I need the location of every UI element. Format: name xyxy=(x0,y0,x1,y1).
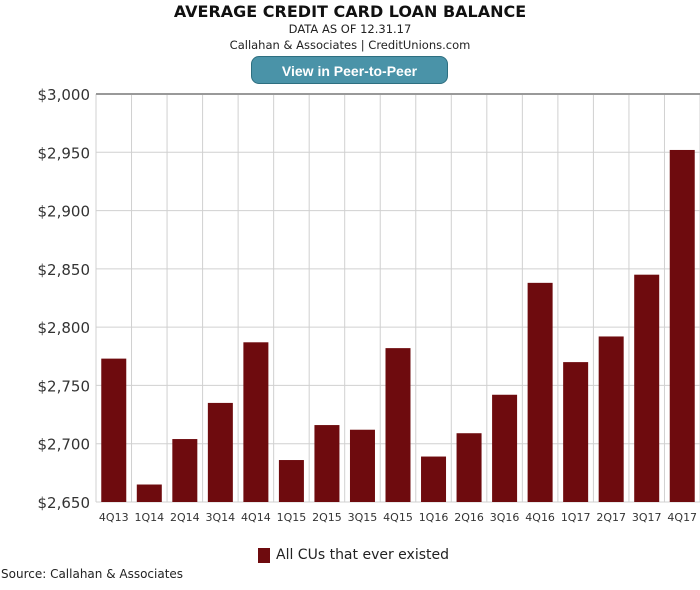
data-date: DATA AS OF 12.31.17 xyxy=(288,22,412,36)
x-tick-label: 4Q14 xyxy=(241,511,271,524)
y-tick-label: $2,950 xyxy=(38,144,91,162)
bar-2Q14 xyxy=(172,439,198,502)
bar-3Q16 xyxy=(492,394,518,502)
x-tick-label: 4Q16 xyxy=(525,511,555,524)
legend-label: All CUs that ever existed xyxy=(276,547,449,563)
bar-1Q16 xyxy=(421,456,447,502)
y-tick-label: $2,750 xyxy=(38,377,91,395)
credit-line: Callahan & Associates | CreditUnions.com xyxy=(229,38,471,52)
bar-4Q13 xyxy=(101,358,127,502)
bar-3Q15 xyxy=(349,429,375,502)
chart-title: AVERAGE CREDIT CARD LOAN BALANCE xyxy=(173,2,527,21)
view-peer-to-peer-button[interactable]: View in Peer-to-Peer xyxy=(251,56,448,84)
bar-4Q16 xyxy=(527,282,553,502)
x-tick-label: 1Q16 xyxy=(419,511,449,524)
y-tick-label: $2,700 xyxy=(38,436,91,454)
y-tick-label: $2,850 xyxy=(38,261,91,279)
y-tick-label: $2,900 xyxy=(38,203,91,221)
x-tick-label: 2Q15 xyxy=(312,511,342,524)
x-tick-label: 1Q15 xyxy=(277,511,307,524)
bar-3Q14 xyxy=(207,402,233,502)
x-tick-label: 1Q17 xyxy=(561,511,591,524)
legend: All CUs that ever existed xyxy=(258,547,449,563)
x-tick-label: 2Q16 xyxy=(454,511,484,524)
source-note: Source: Callahan & Associates xyxy=(1,567,184,581)
y-tick-label: $3,000 xyxy=(38,86,91,104)
bar-1Q17 xyxy=(563,362,589,502)
bar-3Q17 xyxy=(634,274,660,502)
x-tick-label: 2Q17 xyxy=(596,511,626,524)
x-tick-label: 1Q14 xyxy=(134,511,164,524)
legend-swatch xyxy=(258,547,270,563)
bar-2Q17 xyxy=(598,336,624,502)
x-tick-label: 4Q17 xyxy=(667,511,697,524)
x-tick-label: 3Q16 xyxy=(490,511,520,524)
x-tick-label: 3Q14 xyxy=(206,511,236,524)
y-tick-label: $2,800 xyxy=(38,319,91,337)
x-tick-label: 4Q15 xyxy=(383,511,413,524)
x-tick-label: 4Q13 xyxy=(99,511,129,524)
bar-4Q15 xyxy=(385,348,411,502)
y-tick-label: $2,650 xyxy=(38,494,91,512)
bar-4Q14 xyxy=(243,342,269,502)
bar-2Q16 xyxy=(456,433,482,502)
bar-2Q15 xyxy=(314,425,340,502)
bar-4Q17 xyxy=(669,149,695,502)
bar-1Q15 xyxy=(278,460,304,502)
x-tick-label: 2Q14 xyxy=(170,511,200,524)
bar-1Q14 xyxy=(136,484,162,502)
x-tick-label: 3Q17 xyxy=(632,511,662,524)
x-tick-label: 3Q15 xyxy=(348,511,378,524)
